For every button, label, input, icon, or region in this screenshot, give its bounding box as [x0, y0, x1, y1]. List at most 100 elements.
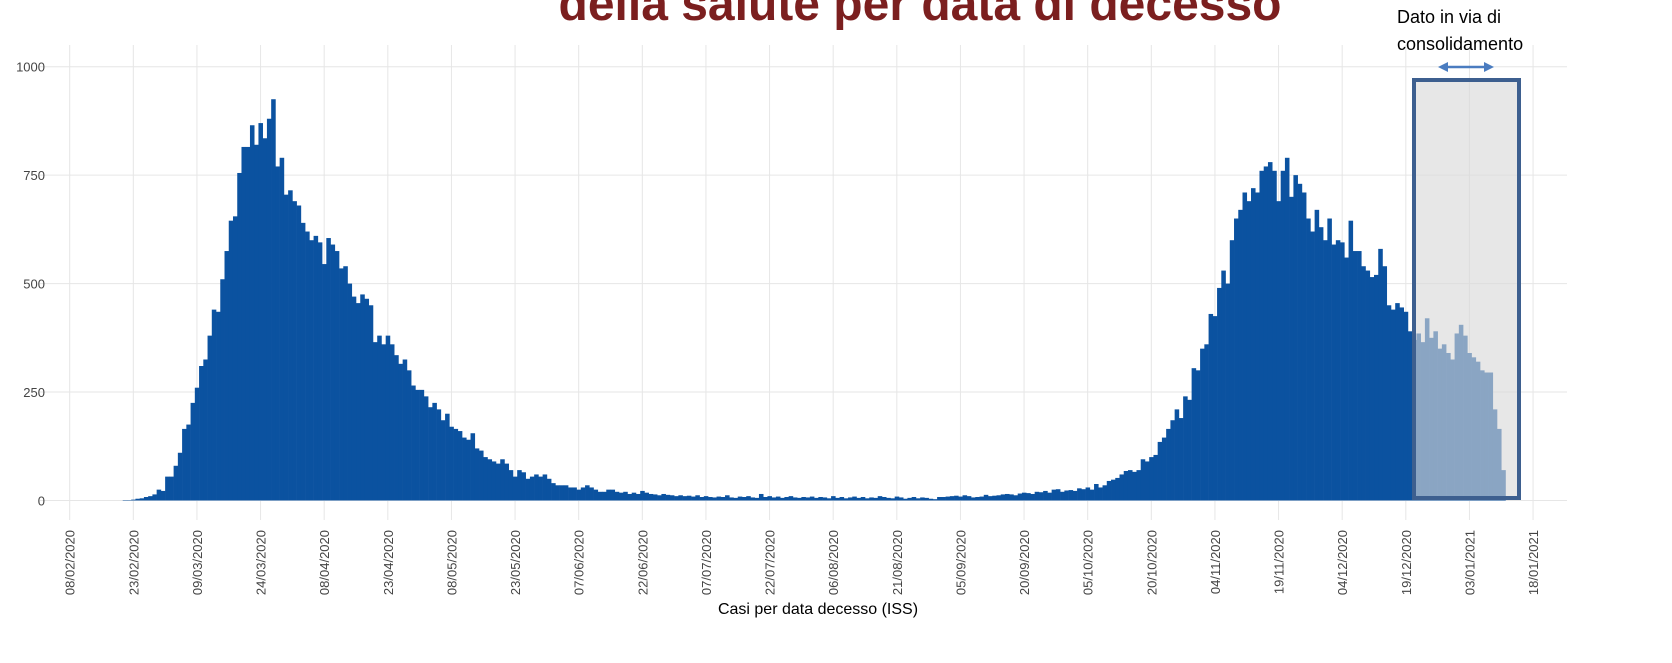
bar — [453, 428, 459, 501]
bar — [686, 495, 692, 501]
bar — [1034, 491, 1040, 501]
bar — [792, 497, 798, 501]
bar — [1098, 487, 1103, 501]
bar — [937, 497, 942, 501]
bar — [898, 497, 904, 501]
bar — [1166, 428, 1171, 501]
bar — [852, 496, 857, 501]
bar — [538, 476, 543, 501]
bar — [720, 497, 726, 501]
bar — [716, 496, 722, 501]
bar — [258, 123, 263, 501]
bar — [271, 99, 276, 501]
bar — [428, 407, 433, 501]
bar — [1204, 344, 1209, 501]
bar — [737, 496, 743, 501]
bar — [708, 497, 713, 501]
bar — [1255, 192, 1260, 501]
bar — [971, 497, 976, 501]
bar — [627, 493, 633, 501]
bar — [975, 497, 980, 501]
bar — [1170, 420, 1175, 501]
bar — [835, 497, 840, 501]
bar — [1212, 316, 1218, 501]
bar — [1111, 479, 1116, 501]
bar — [207, 335, 213, 501]
bar — [1382, 266, 1388, 501]
bar — [322, 264, 327, 501]
bar — [1293, 175, 1298, 501]
bar — [1386, 305, 1392, 501]
bar — [1009, 494, 1014, 501]
bar — [780, 497, 785, 501]
bar — [695, 495, 700, 501]
bar — [406, 370, 412, 501]
bar — [983, 494, 989, 501]
bar — [1263, 166, 1269, 501]
bar — [1072, 490, 1078, 501]
bar — [305, 231, 310, 501]
x-tick-label: 05/10/2020 — [1081, 530, 1096, 595]
bar — [457, 431, 463, 501]
x-tick-label: 19/11/2020 — [1272, 530, 1287, 594]
bar — [173, 465, 179, 501]
bar — [907, 497, 912, 501]
bar — [669, 495, 675, 501]
bar — [1323, 240, 1328, 501]
bar — [890, 498, 895, 501]
bar — [797, 497, 802, 501]
bar — [822, 497, 828, 501]
bar — [818, 497, 823, 501]
bar — [326, 238, 331, 501]
consolidation-box — [1412, 78, 1521, 500]
bar — [1187, 399, 1192, 501]
bar — [551, 483, 556, 501]
bar — [266, 118, 272, 501]
bar — [1335, 240, 1341, 501]
bar — [877, 496, 883, 501]
x-tick-label: 23/02/2020 — [126, 530, 141, 595]
bar — [635, 493, 641, 501]
bar — [1051, 489, 1057, 501]
bar — [1242, 192, 1248, 501]
bar — [1017, 493, 1023, 501]
bar — [525, 478, 531, 501]
bar — [1374, 274, 1379, 501]
bar — [203, 359, 208, 501]
x-tick-label: 07/07/2020 — [699, 530, 714, 595]
bar — [1327, 218, 1332, 501]
bar — [364, 298, 370, 501]
bar — [389, 344, 395, 501]
bar — [979, 496, 985, 501]
bar — [241, 146, 247, 501]
bar — [419, 389, 425, 501]
x-tick-label: 08/05/2020 — [444, 530, 459, 595]
bar — [699, 497, 705, 501]
bar — [317, 242, 323, 501]
bar — [1157, 441, 1163, 501]
bar — [657, 495, 662, 501]
bar — [915, 498, 921, 501]
bar — [339, 268, 344, 501]
bar — [1403, 311, 1409, 501]
bar — [1225, 283, 1231, 501]
bar — [1030, 493, 1035, 501]
bar — [296, 205, 302, 501]
bar — [1395, 303, 1400, 501]
bar — [534, 474, 539, 501]
bar — [618, 492, 624, 501]
bar — [356, 303, 361, 501]
bar — [585, 485, 590, 501]
bar — [1178, 418, 1184, 501]
bar — [1259, 170, 1265, 501]
y-tick-label: 0 — [38, 493, 45, 508]
bar — [216, 311, 221, 501]
bar — [368, 305, 374, 501]
bar — [1000, 494, 1006, 501]
bar — [1352, 251, 1358, 501]
x-tick-label: 23/05/2020 — [508, 530, 523, 595]
bar — [1306, 218, 1311, 501]
bar — [237, 172, 242, 501]
bar — [988, 496, 993, 501]
bar — [1284, 157, 1290, 501]
